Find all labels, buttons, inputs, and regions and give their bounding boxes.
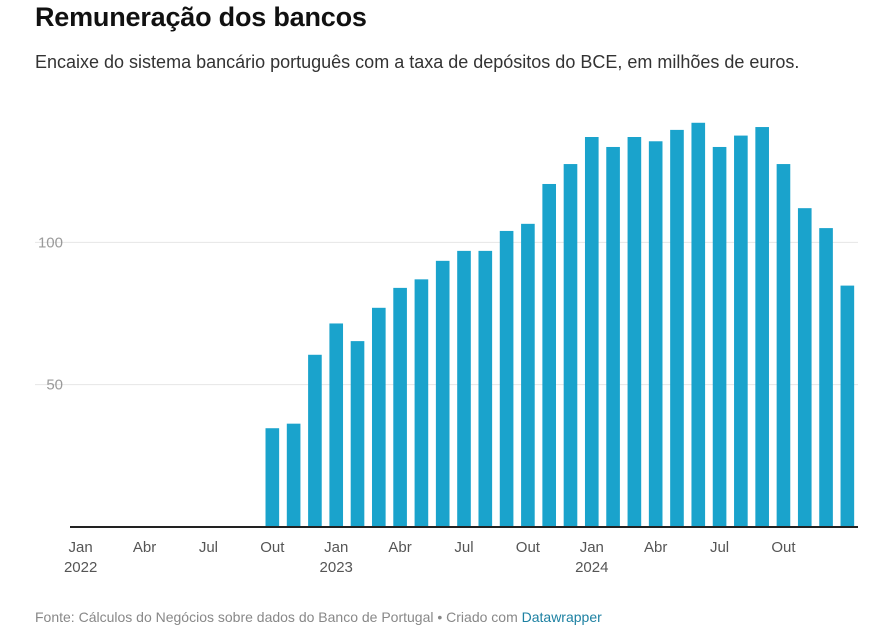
- bar: [286, 423, 301, 527]
- bar: [712, 146, 727, 527]
- x-tick-year-label: 2023: [320, 559, 353, 576]
- bar-chart: 50 100 Jan 2022 Abr Jul Out Jan 2023 Abr Jul Out Jan…: [35, 122, 858, 576]
- x-tick-year-label: 2022: [64, 559, 97, 576]
- bar: [371, 307, 386, 527]
- bar: [691, 122, 706, 528]
- x-tick-label: Jan: [580, 539, 604, 556]
- bar: [265, 428, 280, 527]
- bar: [542, 183, 557, 527]
- chart-title: Remuneração dos bancos: [35, 2, 367, 32]
- x-tick-label: Out: [516, 539, 541, 556]
- bar: [734, 135, 748, 528]
- bar: [819, 228, 833, 527]
- y-tick-label: 100: [38, 234, 63, 251]
- x-tick-label: Out: [260, 539, 285, 556]
- chart-subtitle: Encaixe do sistema bancário português co…: [35, 52, 800, 72]
- bar: [606, 146, 620, 527]
- bar: [478, 250, 493, 527]
- x-tick-label: Jul: [710, 539, 729, 556]
- bar: [308, 354, 322, 527]
- x-tick-label: Abr: [644, 539, 667, 556]
- bar: [435, 260, 450, 527]
- x-tick-year-label: 2024: [575, 559, 608, 576]
- bar: [350, 341, 365, 527]
- x-tick-label: Out: [771, 539, 796, 556]
- bar: [393, 287, 407, 527]
- x-tick-label: Abr: [388, 539, 411, 556]
- bar: [521, 223, 535, 527]
- x-tick-label: Jul: [454, 539, 473, 556]
- bar: [840, 285, 855, 527]
- bar: [797, 208, 812, 527]
- bar: [755, 127, 769, 527]
- bar: [414, 279, 429, 527]
- bar: [584, 137, 599, 528]
- bar: [648, 141, 663, 527]
- source-text: Fonte: Cálculos do Negócios sobre dados …: [35, 609, 522, 625]
- datawrapper-link[interactable]: Datawrapper: [521, 609, 602, 625]
- bar: [457, 250, 471, 527]
- bar: [776, 164, 791, 528]
- bar: [499, 230, 514, 528]
- x-tick-label: Jan: [324, 539, 348, 556]
- chart-footer: Fonte: Cálculos do Negócios sobre dados …: [35, 609, 602, 625]
- bar: [627, 137, 642, 528]
- x-tick-label: Abr: [133, 539, 156, 556]
- x-tick-label: Jan: [69, 539, 93, 556]
- bar: [563, 164, 578, 528]
- y-tick-label: 50: [46, 377, 63, 394]
- bar: [329, 323, 344, 527]
- x-tick-label: Jul: [199, 539, 218, 556]
- bar: [670, 129, 684, 527]
